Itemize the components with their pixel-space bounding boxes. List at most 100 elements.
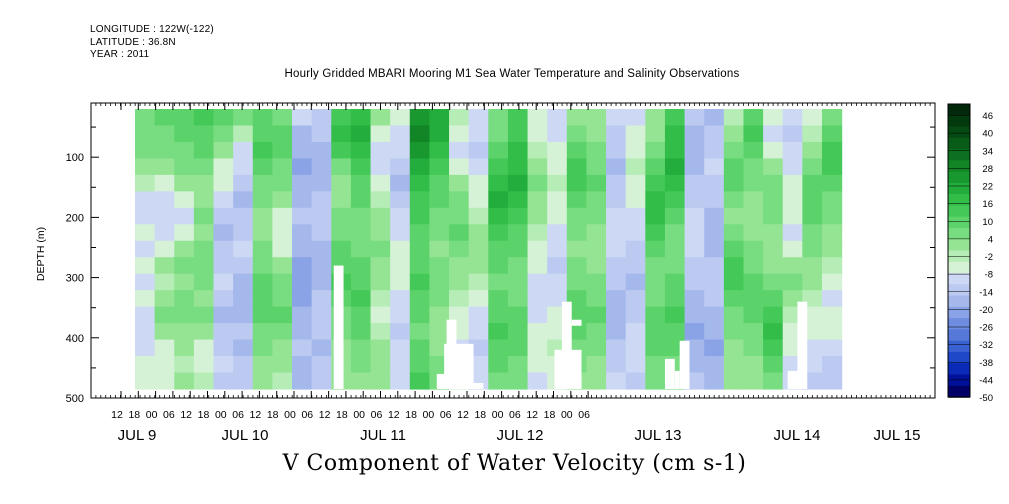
heatmap-cell [154, 125, 175, 143]
x-minor-ticks [90, 103, 936, 398]
y-tick-label: 400 [66, 333, 84, 345]
heatmap-cell [350, 306, 372, 324]
heatmap-cell [566, 306, 588, 324]
heatmap-cell [193, 207, 215, 225]
heatmap-cell [488, 339, 509, 357]
heatmap-cell [449, 306, 470, 324]
heatmap-cell [488, 158, 509, 176]
heatmap-cell [233, 273, 254, 291]
heatmap-cell [292, 191, 313, 209]
heatmap-cell [233, 306, 254, 324]
heatmap-cell [782, 240, 803, 258]
heatmap-cell [135, 109, 156, 127]
heatmap-cell [625, 372, 646, 390]
heatmap-cell [704, 372, 725, 390]
heatmap-cell [586, 372, 607, 390]
x-hour-label: 06 [232, 409, 244, 421]
heatmap-cell [331, 224, 352, 242]
heatmap-cell [390, 191, 411, 209]
heatmap-cell [331, 125, 352, 143]
heatmap-cell [213, 257, 234, 275]
heatmap-cell [645, 125, 666, 143]
heatmap-cell [252, 141, 273, 160]
heatmap-cell [645, 290, 666, 308]
heatmap-cell [154, 158, 175, 176]
colorbar: 46 40 34 28 22 16 10 4 -2 -8 -14 -20 -26 -32 -38 -44 -50 [947, 103, 993, 404]
heatmap-cell [625, 207, 646, 225]
colorbar-label: -14 [979, 287, 993, 298]
heatmap-cell [684, 125, 705, 143]
heatmap-cell [292, 339, 313, 357]
heatmap-cell [409, 240, 431, 258]
heatmap-cell [684, 306, 705, 324]
colorbar-label: 16 [982, 199, 993, 210]
heatmap-cell [527, 191, 548, 209]
colorbar-swatch [948, 363, 970, 375]
heatmap-cell [507, 141, 529, 160]
heatmap-cell [488, 191, 509, 209]
missing-data-gap [797, 301, 808, 389]
heatmap-cell [272, 339, 293, 357]
heatmap-cell [723, 224, 745, 242]
x-hour-label: 18 [267, 409, 279, 421]
heatmap-cell [193, 290, 215, 308]
heatmap-cell [350, 158, 372, 176]
heatmap-cell [704, 356, 725, 374]
heatmap-cell [390, 109, 411, 127]
heatmap-cell [802, 174, 823, 192]
x-hour-label: 18 [544, 409, 556, 421]
heatmap-cell [409, 207, 431, 225]
heatmap-cell [507, 290, 529, 308]
heatmap-cell [292, 224, 313, 242]
heatmap-cell [527, 109, 548, 127]
heatmap-cell [586, 109, 607, 127]
heatmap-cell [350, 207, 372, 225]
heatmap-cell [547, 191, 568, 209]
heatmap-cell [763, 224, 784, 242]
heatmap-cell [586, 306, 607, 324]
heatmap-cell [429, 323, 450, 341]
heatmap-cell [154, 207, 175, 225]
heatmap-cell [684, 240, 705, 258]
heatmap-cell [743, 323, 764, 341]
heatmap-cell [488, 356, 509, 374]
heatmap-cell [763, 158, 784, 176]
colorbar-label: -20 [979, 305, 993, 316]
heatmap-cell [429, 240, 450, 258]
heatmap-cell [174, 141, 195, 160]
heatmap-cell [390, 306, 411, 324]
heatmap-cell [743, 356, 764, 374]
heatmap-cell [409, 273, 431, 291]
heatmap-cell [606, 174, 627, 192]
heatmap-cell [586, 240, 607, 258]
heatmap-cell [429, 125, 450, 143]
heatmap-cell [390, 141, 411, 160]
heatmap-cell [174, 339, 195, 357]
heatmap-cell [370, 257, 391, 275]
heatmap-cell [468, 339, 489, 357]
heatmap-cell [311, 257, 332, 275]
heatmap-cell [704, 306, 725, 324]
heatmap-cell [645, 191, 666, 209]
heatmap-cell [252, 158, 273, 176]
heatmap-cell [664, 273, 686, 291]
x-hour-label: 06 [509, 409, 521, 421]
longitude-label: LONGITUDE : 122W(-122) [90, 24, 214, 35]
heatmap-cell [174, 356, 195, 374]
heatmap-cell [743, 240, 764, 258]
y-axis-title: DEPTH (m) [35, 227, 47, 281]
heatmap-cell [782, 273, 803, 291]
heatmap-cell [664, 109, 686, 127]
heatmap-cell [292, 141, 313, 160]
heatmap-cell [802, 191, 823, 209]
heatmap-cell [586, 207, 607, 225]
heatmap-cell [821, 125, 843, 143]
heatmap-cell [449, 290, 470, 308]
heatmap-cell [821, 323, 843, 341]
colorbar-label: 10 [982, 217, 993, 228]
colorbar-label: -44 [979, 375, 993, 386]
colorbar-swatch [948, 284, 970, 297]
heatmap-cell [370, 339, 391, 357]
heatmap-cell [586, 323, 607, 341]
heatmap-cell [174, 174, 195, 192]
